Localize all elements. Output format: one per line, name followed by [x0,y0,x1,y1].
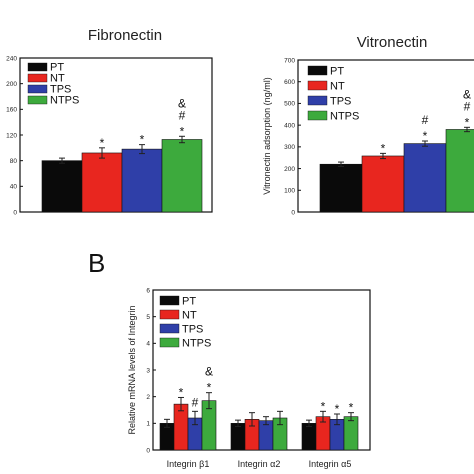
int-ytick-label: 5 [146,314,150,321]
int-ytick-label: 2 [146,394,150,401]
fib-legend-label: NTPS [50,95,79,107]
fib-ytick-label: 200 [6,81,17,88]
panel-letter-b: B [88,248,105,278]
vit-ytick-label: 700 [284,57,295,64]
int-legend-swatch [159,309,180,320]
int-bar [343,416,359,451]
fib-bar [81,152,123,213]
int-ytick-label: 1 [146,421,150,428]
vit-significance-mark: # [464,99,471,113]
vit-ytick-label: 500 [284,101,295,108]
fib-ytick-label: 40 [10,184,18,191]
int-legend-swatch [159,295,180,306]
int-legend-swatch [159,323,180,334]
fib-ytick-label: 240 [6,55,17,62]
vit-bar [403,143,447,213]
int-legend-label: TPS [182,324,203,336]
int-legend-label: PT [182,296,196,308]
int-legend-swatch [159,337,180,348]
int-legend-label: NT [182,310,197,322]
int-y-axis-label: Relative mRNA levels of Integrin [127,305,137,434]
int-category-label: Integrin β1 [167,459,210,469]
fib-legend-swatch [27,95,48,105]
int-legend-label: NTPS [182,338,211,350]
fib-legend-swatch [27,73,48,83]
fib-bar [41,160,83,213]
fib-ytick-label: 120 [6,132,17,139]
fib-ytick-label: 0 [13,209,17,216]
fib-legend-swatch [27,62,48,72]
vit-significance-mark: * [423,129,428,143]
int-ytick-label: 6 [146,287,150,294]
vit-ytick-label: 0 [291,209,295,216]
vit-ytick-label: 200 [284,166,295,173]
vit-ytick-label: 400 [284,122,295,129]
fib-significance-mark: & [178,96,186,110]
int-ytick-label: 4 [146,341,150,348]
vit-bar [319,163,363,213]
fib-ytick-label: 160 [6,107,17,114]
vitronectin-chart: Vitronectin 0 100 200 300 400 500 600 700 Vitron… [262,34,474,216]
int-significance-mark: # [192,395,199,409]
int-category-label: Integrin α5 [309,459,352,469]
int-significance-mark: * [179,385,184,399]
fib-significance-mark: # [179,108,186,122]
vit-legend-swatch [307,110,328,121]
vit-significance-mark: # [422,113,429,127]
fib-legend-label: TPS [50,84,71,96]
fib-significance-mark: * [100,136,105,150]
fib-legend-swatch [27,84,48,94]
vit-ytick-label: 600 [284,79,295,86]
vit-y-axis-label: Vitronectin adsorption (ng/ml) [262,77,272,194]
int-significance-mark: * [321,399,326,413]
int-ytick-label: 3 [146,367,150,374]
fib-legend-label: NT [50,73,65,85]
vit-legend-swatch [307,65,328,76]
vit-legend-label: NT [330,81,345,93]
vit-legend-swatch [307,80,328,91]
vit-ytick-label: 300 [284,144,295,151]
fibronectin-title: Fibronectin [88,27,162,44]
int-bar [301,423,317,451]
int-bar [230,423,246,451]
int-significance-mark: * [349,401,354,415]
int-category-label: Integrin α2 [238,459,281,469]
vit-legend-label: PT [330,66,344,78]
vit-ytick-label: 100 [284,188,295,195]
int-significance-mark: & [205,365,213,379]
fib-bar [161,139,203,213]
vit-bar [361,155,405,213]
vit-significance-mark: * [381,141,386,155]
fib-significance-mark: * [140,133,145,147]
vit-bar [445,129,474,213]
fib-bar [121,148,163,213]
fib-legend-label: PT [50,62,64,74]
vit-significance-mark: & [463,87,471,101]
int-significance-mark: * [335,402,340,416]
int-ytick-label: 0 [146,447,150,454]
fib-significance-mark: * [180,124,185,138]
vit-legend-label: NTPS [330,111,359,123]
vit-legend-label: TPS [330,96,351,108]
vit-significance-mark: * [465,115,470,129]
vitronectin-title: Vitronectin [357,34,428,51]
fib-ytick-label: 80 [10,158,18,165]
vit-legend-swatch [307,95,328,106]
int-significance-mark: * [207,381,212,395]
